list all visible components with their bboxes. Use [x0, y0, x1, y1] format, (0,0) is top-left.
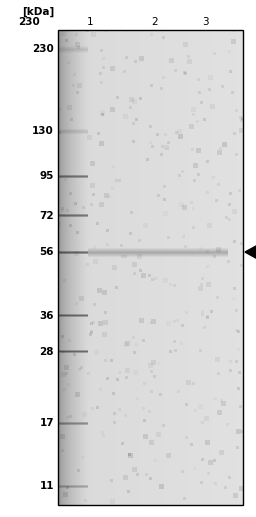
- Text: 11: 11: [39, 481, 54, 491]
- Text: [kDa]: [kDa]: [22, 7, 54, 17]
- Text: 56: 56: [39, 247, 54, 257]
- Text: 230: 230: [32, 44, 54, 54]
- Bar: [58, 30, 243, 505]
- Text: 28: 28: [39, 347, 54, 357]
- Polygon shape: [245, 245, 256, 260]
- Text: 95: 95: [40, 171, 54, 181]
- Text: 36: 36: [39, 311, 54, 321]
- Text: 1: 1: [87, 17, 93, 27]
- Text: 17: 17: [39, 418, 54, 429]
- Text: 230: 230: [18, 17, 40, 27]
- Text: 72: 72: [39, 211, 54, 221]
- Text: 2: 2: [152, 17, 158, 27]
- Text: 130: 130: [32, 126, 54, 136]
- Text: 3: 3: [202, 17, 208, 27]
